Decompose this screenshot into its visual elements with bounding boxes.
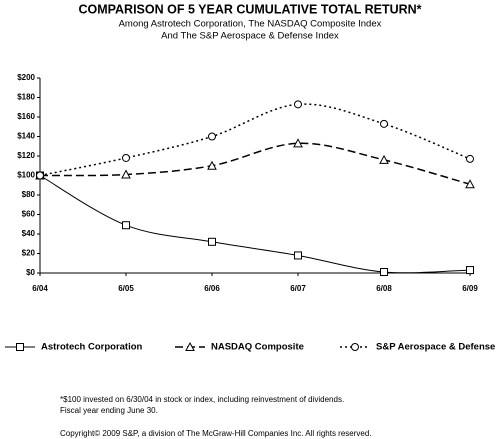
chart-subtitle: Among Astrotech Corporation, The NASDAQ …	[119, 19, 382, 30]
data-point	[379, 154, 389, 164]
data-point	[208, 237, 216, 246]
legend-label: Astrotech Corporation	[41, 342, 143, 353]
data-point	[36, 171, 44, 180]
y-tick-label: $20	[22, 249, 36, 258]
y-tick-label: $100	[17, 171, 35, 180]
data-point	[380, 268, 388, 277]
legend-marker	[185, 341, 195, 351]
y-tick-label: $160	[17, 112, 35, 121]
y-tick-label: $40	[22, 229, 36, 238]
footnote: Fiscal year ending June 30.	[60, 406, 158, 415]
series-line	[39, 103, 471, 177]
y-tick-label: $60	[22, 210, 36, 219]
copyright: Copyright© 2009 S&P, a division of The M…	[60, 429, 372, 438]
data-point	[294, 251, 302, 260]
x-tick-label: 6/05	[118, 284, 134, 293]
data-point	[294, 100, 302, 109]
data-point	[122, 221, 130, 230]
chart-subtitle: And The S&P Aerospace & Defense Index	[161, 31, 339, 42]
y-tick-label: $180	[17, 93, 35, 102]
series-line	[39, 175, 471, 274]
x-tick-label: 6/06	[204, 284, 220, 293]
y-tick-label: $200	[17, 73, 35, 82]
legend-marker	[351, 343, 359, 351]
data-point	[121, 169, 131, 179]
data-point	[293, 138, 303, 148]
y-tick-label: $140	[17, 132, 35, 141]
series-line	[39, 142, 471, 185]
x-tick-label: 6/04	[32, 284, 48, 293]
chart-title: COMPARISON OF 5 YEAR CUMULATIVE TOTAL RE…	[78, 2, 421, 16]
y-tick-label: $80	[22, 190, 36, 199]
data-point	[466, 154, 474, 163]
legend-label: NASDAQ Composite	[211, 342, 304, 353]
data-point	[207, 160, 217, 170]
data-point	[208, 132, 216, 141]
footnote: *$100 invested on 6/30/04 in stock or in…	[60, 395, 344, 404]
x-tick-label: 6/08	[376, 284, 392, 293]
legend-label: S&P Aerospace & Defense	[376, 342, 495, 353]
y-tick-label: $120	[17, 151, 35, 160]
data-point	[466, 266, 474, 275]
data-point	[465, 179, 475, 189]
x-tick-label: 6/09	[462, 284, 478, 293]
x-tick-label: 6/07	[290, 284, 306, 293]
legend-marker	[16, 343, 24, 351]
y-tick-label: $0	[26, 268, 35, 277]
data-point	[380, 119, 388, 128]
data-point	[122, 153, 130, 162]
